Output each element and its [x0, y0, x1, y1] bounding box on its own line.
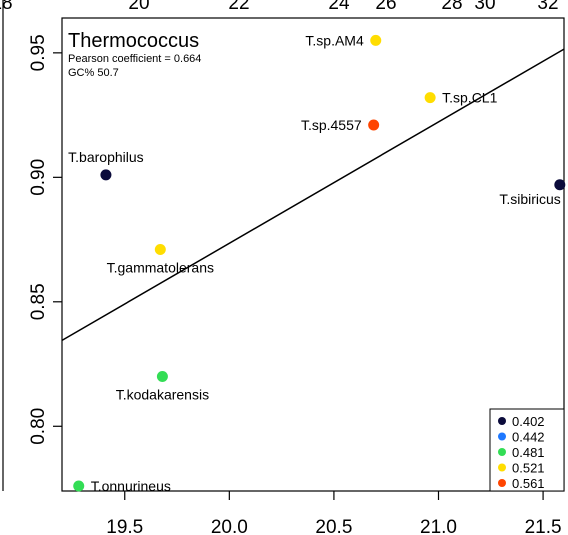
point-label-t-gammatolerans: T.gammatolerans	[107, 260, 214, 276]
x-tick-label-1: 20.0	[211, 517, 248, 535]
y-tick-label-3: 0.95	[28, 34, 49, 71]
point-label-t-barophilus: T.barophilus	[68, 149, 144, 165]
regression-group	[61, 48, 565, 342]
point-labels-group: T.sp.AM4 T.sp.CL1 T.sp.4557 T.barophilus T.s…	[68, 32, 561, 494]
point-t-kodakarensis	[156, 370, 168, 382]
legend-label-3: 0.521	[512, 461, 545, 476]
legend-swatch-0	[498, 417, 506, 425]
plot-frame	[61, 17, 565, 492]
top-tick-label-7: 32	[537, 0, 558, 14]
legend-swatch-3	[498, 463, 506, 472]
y-tick-label-2: 0.90	[28, 159, 49, 196]
top-axis: 18 20 22 24 26 28 30 32	[0, 0, 559, 14]
point-label-t-sp-4557: T.sp.4557	[301, 117, 362, 133]
x-axis: 19.5 20.0 20.5 21.0 21.5	[106, 491, 562, 535]
point-label-t-onnurineus: T.onnurineus	[91, 478, 171, 494]
legend-label-0: 0.402	[512, 414, 545, 429]
point-label-t-kodakarensis: T.kodakarensis	[116, 386, 209, 402]
chart-subtitle-line-2: GC% 50.7	[68, 67, 119, 79]
x-tick-label-2: 20.5	[315, 517, 352, 535]
top-tick-label-6: 30	[474, 0, 495, 14]
top-tick-label-3: 24	[328, 0, 350, 14]
point-t-onnurineus	[73, 480, 85, 492]
point-t-sibiricus	[554, 179, 566, 191]
y-axis: 0.80 0.85 0.90 0.95	[28, 34, 62, 445]
x-tick-label-4: 21.5	[525, 517, 562, 535]
point-label-t-sibiricus: T.sibiricus	[499, 191, 560, 207]
point-label-t-sp-am4: T.sp.AM4	[305, 32, 364, 48]
top-tick-label-2: 22	[228, 0, 249, 14]
x-tick-label-0: 19.5	[106, 517, 143, 535]
legend-swatch-2	[498, 448, 506, 456]
top-tick-label-4: 26	[375, 0, 396, 14]
point-t-sp-4557	[368, 119, 380, 131]
y-tick-label-0: 0.80	[28, 408, 49, 445]
regression-line	[61, 48, 565, 342]
legend-label-2: 0.481	[512, 445, 545, 460]
point-t-sp-am4	[370, 34, 382, 46]
legend-label-1: 0.442	[512, 430, 545, 445]
point-t-barophilus	[100, 169, 112, 181]
chart-title: Thermococcus	[68, 30, 199, 52]
top-tick-label-5: 28	[441, 0, 462, 14]
top-tick-label-0: 18	[0, 0, 13, 14]
x-tick-label-3: 21.0	[420, 517, 457, 535]
legend-label-4: 0.561	[512, 476, 545, 491]
points-group	[73, 34, 566, 492]
y-tick-label-1: 0.85	[28, 283, 49, 320]
legend-swatch-4	[498, 479, 506, 487]
point-t-sp-cl1	[424, 92, 436, 104]
legend-swatch-1	[498, 432, 506, 441]
chart-subtitle-line-1: Pearson coefficient = 0.664	[68, 53, 201, 65]
top-tick-label-1: 20	[128, 0, 149, 14]
point-label-t-sp-cl1: T.sp.CL1	[442, 90, 497, 106]
point-t-gammatolerans	[154, 244, 166, 256]
